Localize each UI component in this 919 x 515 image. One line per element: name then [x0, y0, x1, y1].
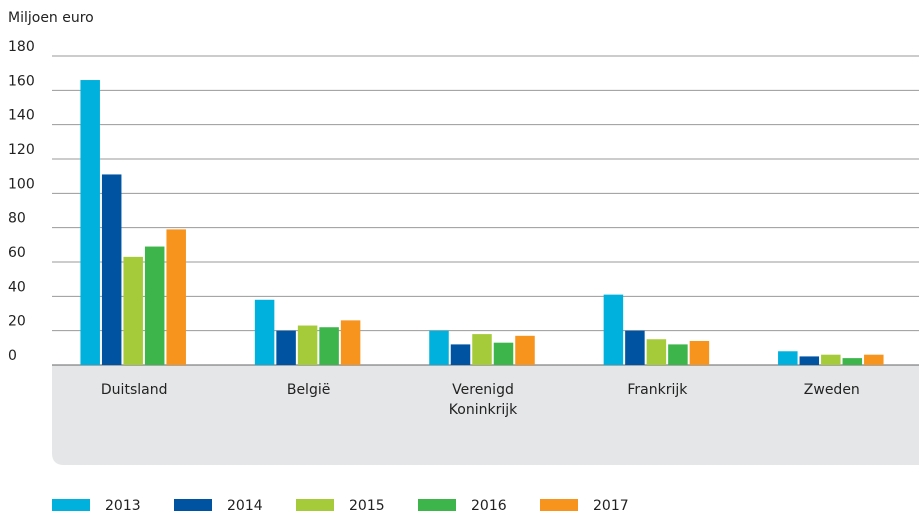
- bar: [472, 334, 492, 365]
- bar: [668, 344, 688, 365]
- legend-swatch: [418, 499, 456, 511]
- bar: [144, 246, 165, 365]
- bar: [646, 339, 667, 365]
- bar: [821, 354, 841, 365]
- y-tick-label: 60: [8, 245, 26, 261]
- bar: [101, 174, 122, 365]
- y-tick-label: 120: [8, 142, 35, 158]
- y-tick-label: 80: [8, 211, 26, 227]
- bar: [842, 358, 863, 365]
- bar: [864, 354, 884, 365]
- bar: [80, 80, 100, 366]
- bar: [297, 325, 318, 365]
- y-tick-label: 180: [8, 39, 35, 55]
- bar: [625, 330, 645, 365]
- legend-label: 2015: [349, 498, 385, 514]
- bar: [493, 342, 514, 365]
- y-tick-label: 160: [8, 73, 35, 89]
- bar: [123, 256, 143, 365]
- y-tick-label: 100: [8, 176, 35, 192]
- legend-label: 2014: [227, 498, 263, 514]
- bar: [689, 340, 710, 365]
- y-tick-label: 40: [8, 279, 26, 295]
- x-tick-label: Frankrijk: [627, 382, 688, 398]
- bar: [319, 327, 339, 365]
- legend-swatch: [296, 499, 334, 511]
- legend-label: 2013: [105, 498, 141, 514]
- y-tick-label: 0: [8, 348, 17, 364]
- bar: [515, 335, 535, 365]
- category-band: [52, 365, 919, 465]
- bar: [166, 229, 186, 365]
- bar: [450, 344, 471, 365]
- legend-swatch: [52, 499, 90, 511]
- bar: [276, 330, 296, 365]
- y-tick-label: 20: [8, 314, 26, 330]
- y-axis-label: Miljoen euro: [8, 10, 94, 26]
- bar: [778, 351, 798, 365]
- x-tick-label: Zweden: [803, 382, 860, 398]
- legend-label: 2016: [471, 498, 507, 514]
- bar: [603, 294, 624, 365]
- y-tick-label: 140: [8, 108, 35, 124]
- bar: [254, 299, 275, 365]
- legend-swatch: [540, 499, 578, 511]
- x-tick-label: Verenigd Koninkrijk: [448, 382, 518, 418]
- x-tick-label: Duitsland: [100, 382, 168, 398]
- legend-swatch: [174, 499, 212, 511]
- x-tick-label: België: [286, 382, 331, 398]
- bar: [799, 356, 820, 365]
- bar: [429, 330, 449, 365]
- bar: [340, 320, 361, 365]
- legend-label: 2017: [593, 498, 629, 514]
